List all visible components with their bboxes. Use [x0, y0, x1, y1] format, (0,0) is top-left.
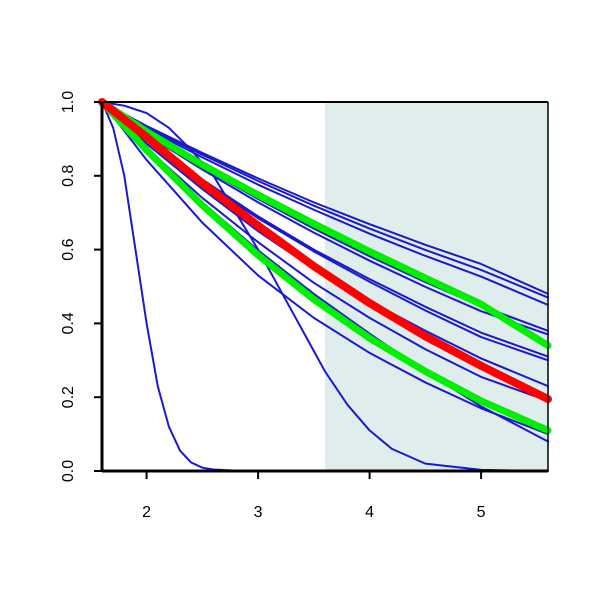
series-blue-line-3: [101, 101, 549, 306]
y-tick-label-0.4: 0.4: [60, 312, 77, 334]
y-tick-label-0.6: 0.6: [60, 238, 77, 260]
x-tick-label-2: 2: [142, 504, 151, 521]
x-tick-label-4: 4: [365, 504, 374, 521]
series-blue-line-12: [101, 101, 549, 472]
series-blue-line-11: [101, 101, 549, 436]
x-tick-label-3: 3: [254, 504, 263, 521]
y-tick-label-1.0: 1.0: [60, 91, 77, 113]
series-curves: [98, 98, 552, 472]
series-green-line-15: [98, 98, 552, 434]
y-tick-label-0.8: 0.8: [60, 165, 77, 187]
y-axis-ticks: 0.0 0.2 0.4 0.6 0.8 1.0: [60, 91, 102, 482]
y-tick-label-0.0: 0.0: [60, 460, 77, 482]
series-blue-line-1: [101, 101, 549, 295]
x-axis-ticks: 2 3 4 5: [142, 471, 486, 521]
series-blue-line-2: [101, 101, 549, 299]
x-tick-label-5: 5: [477, 504, 486, 521]
y-tick-label-0.2: 0.2: [60, 386, 77, 408]
series-red-line-16: [98, 98, 552, 404]
series-green-line-14: [98, 98, 552, 350]
